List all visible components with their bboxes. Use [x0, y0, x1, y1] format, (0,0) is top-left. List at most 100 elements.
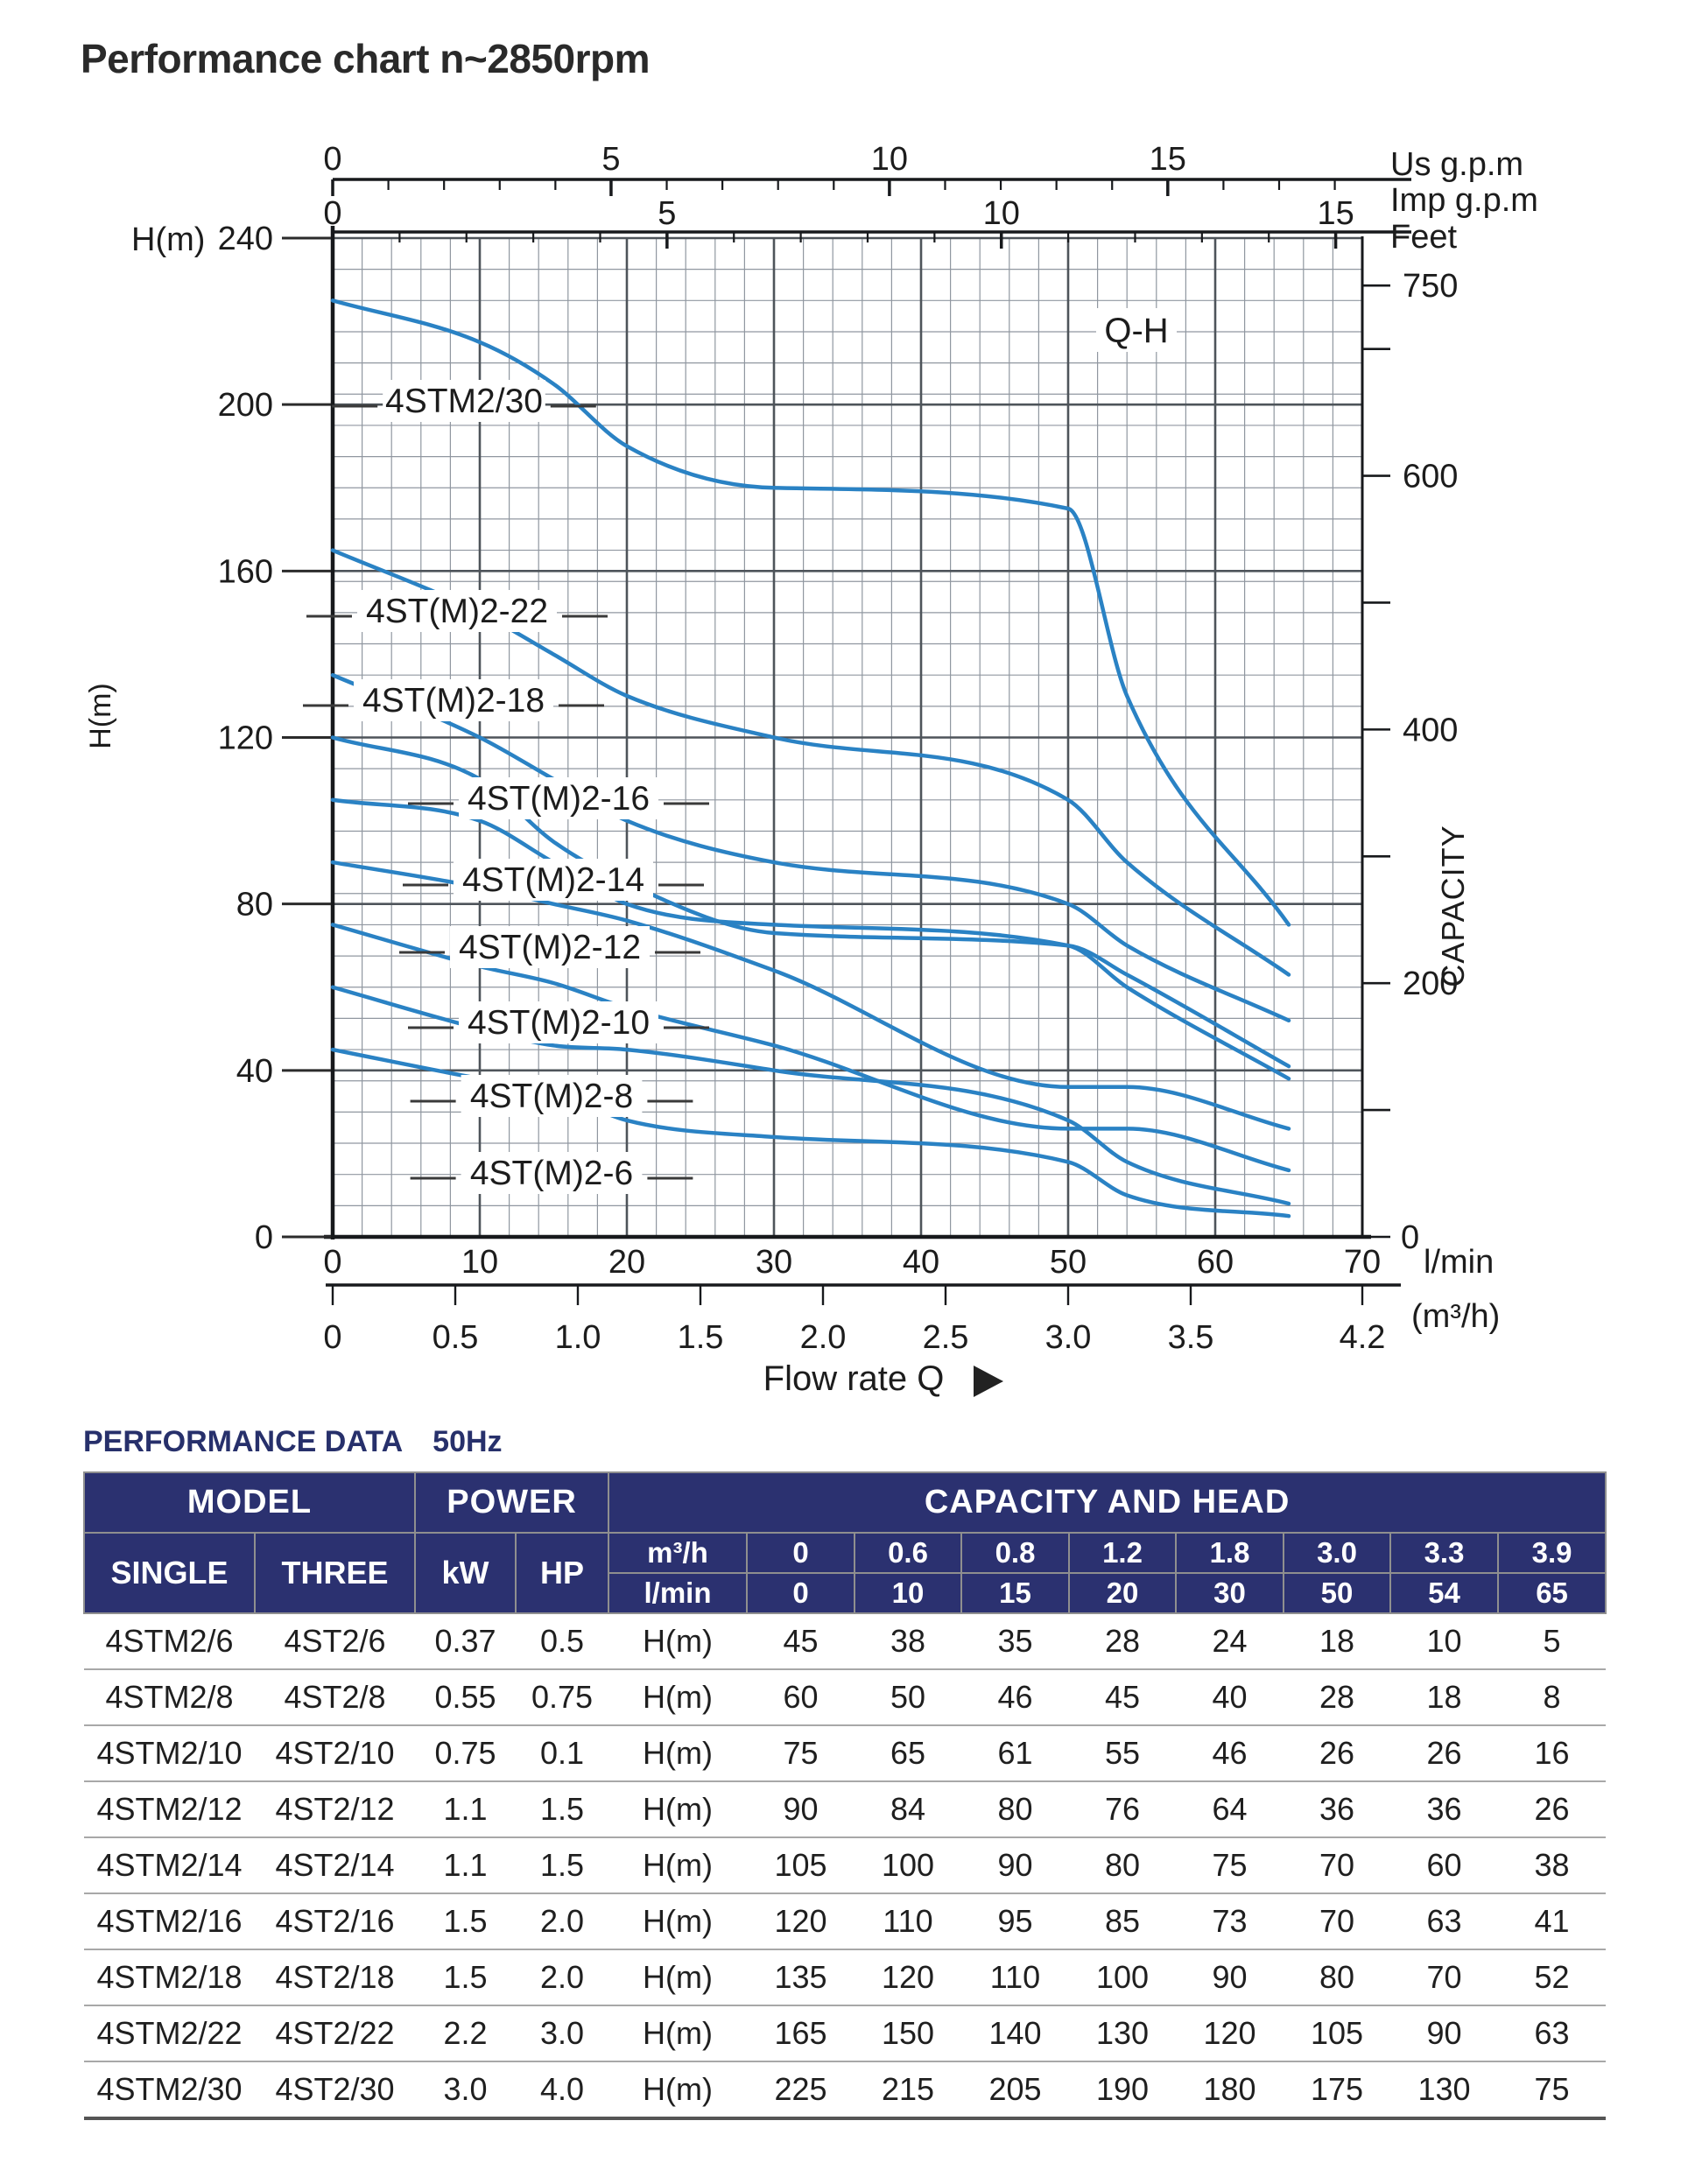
svg-text:80: 80 — [236, 887, 273, 923]
cell-head-3: 100 — [1069, 1949, 1176, 2006]
curve-labels: 4ST(M)2-6 4ST(M)2-8 4ST(M)2-10 4ST(M)2-12 4S… — [303, 380, 709, 1194]
cell-head-0: 75 — [747, 1725, 855, 1782]
header-lmin-value-4: 30 — [1175, 1572, 1284, 1614]
svg-text:1.5: 1.5 — [678, 1319, 724, 1356]
cell-head-3: 55 — [1069, 1725, 1176, 1782]
header-m3h-value-2: 0.8 — [960, 1532, 1070, 1574]
svg-text:0: 0 — [255, 1219, 273, 1256]
header-m3h-value-6: 3.3 — [1389, 1532, 1499, 1574]
cell-head-7: 63 — [1498, 2005, 1607, 2062]
cell-head-0: 165 — [747, 2005, 855, 2062]
cell-model-three: 4ST2/6 — [255, 1613, 415, 1670]
curve-label-4STM2/30: 4STM2/30 — [385, 383, 543, 420]
axis-us-gpm: 0 5 10 15 Us g.p.m — [323, 141, 1523, 196]
cell-head-6: 36 — [1390, 1781, 1498, 1838]
cell-head-7: 75 — [1498, 2061, 1607, 2120]
header-m3h-value-3: 1.2 — [1068, 1532, 1177, 1574]
cell-head-0: 135 — [747, 1949, 855, 2006]
cell-head-5: 175 — [1284, 2061, 1390, 2120]
header-lmin-value-1: 10 — [854, 1572, 962, 1614]
header-lmin-value-3: 20 — [1068, 1572, 1177, 1614]
table-row: 4STM2/16 4ST2/16 1.5 2.0 H(m) 120 110 95 85 73 70 6… — [84, 1893, 1607, 1950]
cell-model-single: 4STM2/30 — [84, 2061, 255, 2120]
svg-text:30: 30 — [756, 1244, 792, 1281]
axis-imp-gpm: 0 5 10 15 Imp g.p.m — [323, 182, 1538, 249]
cell-head-2: 46 — [961, 1669, 1069, 1726]
cell-hp: 3.0 — [516, 2005, 608, 2062]
cell-model-single: 4STM2/18 — [84, 1949, 255, 2006]
header-three: THREE — [254, 1532, 416, 1614]
cell-head-1: 84 — [855, 1781, 961, 1838]
svg-text:20: 20 — [608, 1244, 645, 1281]
cell-head-6: 60 — [1390, 1837, 1498, 1894]
table-row: 4STM2/22 4ST2/22 2.2 3.0 H(m) 165 150 140 130 120… — [84, 2005, 1607, 2062]
cell-model-three: 4ST2/12 — [255, 1781, 415, 1838]
svg-text:40: 40 — [236, 1053, 273, 1090]
cell-unit: H(m) — [608, 2005, 747, 2062]
cell-model-single: 4STM2/16 — [84, 1893, 255, 1950]
cell-unit: H(m) — [608, 1893, 747, 1950]
svg-text:4.2: 4.2 — [1340, 1319, 1386, 1356]
cell-head-5: 70 — [1284, 1837, 1390, 1894]
cell-model-single: 4STM2/12 — [84, 1781, 255, 1838]
curve-4ST(M)2-18 — [330, 672, 1291, 1023]
cell-head-4: 90 — [1176, 1949, 1284, 2006]
cell-model-three: 4ST2/14 — [255, 1837, 415, 1894]
cell-hp: 1.5 — [516, 1781, 608, 1838]
cell-head-4: 180 — [1176, 2061, 1284, 2120]
svg-text:(m³/h): (m³/h) — [1411, 1298, 1500, 1335]
cell-model-three: 4ST2/8 — [255, 1669, 415, 1726]
header-lmin-value-7: 65 — [1496, 1572, 1607, 1614]
cell-head-2: 90 — [961, 1837, 1069, 1894]
cell-model-single: 4STM2/6 — [84, 1613, 255, 1670]
cell-kw: 2.2 — [415, 2005, 516, 2062]
cell-hp: 0.1 — [516, 1725, 608, 1782]
cell-head-1: 120 — [855, 1949, 961, 2006]
header-model: MODEL — [83, 1471, 416, 1534]
svg-text:0: 0 — [323, 1319, 341, 1356]
cell-model-single: 4STM2/14 — [84, 1837, 255, 1894]
cell-kw: 0.75 — [415, 1725, 516, 1782]
cell-head-2: 140 — [961, 2005, 1069, 2062]
cell-head-6: 10 — [1390, 1613, 1498, 1670]
svg-text:CAPACITY: CAPACITY — [1435, 825, 1471, 987]
cell-head-7: 41 — [1498, 1893, 1607, 1950]
cell-unit: H(m) — [608, 1949, 747, 2006]
curve-label-4ST(M)2-6: 4ST(M)2-6 — [470, 1155, 633, 1192]
svg-text:H(m): H(m) — [131, 221, 205, 258]
cell-head-5: 28 — [1284, 1669, 1390, 1726]
header-m3h-value-4: 1.8 — [1175, 1532, 1284, 1574]
header-m3h-value-0: 0 — [746, 1532, 855, 1574]
cell-model-three: 4ST2/18 — [255, 1949, 415, 2006]
cell-kw: 1.1 — [415, 1837, 516, 1894]
cell-head-2: 110 — [961, 1949, 1069, 2006]
curve-label-4ST(M)2-10: 4ST(M)2-10 — [468, 1004, 650, 1042]
cell-head-4: 24 — [1176, 1613, 1284, 1670]
flow-direction-arrow-icon — [974, 1366, 1003, 1397]
svg-text:3.5: 3.5 — [1168, 1319, 1214, 1356]
cell-head-5: 36 — [1284, 1781, 1390, 1838]
cell-head-4: 73 — [1176, 1893, 1284, 1950]
curve-label-4ST(M)2-22: 4ST(M)2-22 — [366, 593, 548, 630]
cell-unit: H(m) — [608, 1613, 747, 1670]
qh-performance-chart: 0 5 10 15 Us g.p.m0 5 10 15 Imp g.p.mFeet2004006… — [84, 141, 1538, 1398]
cell-head-3: 45 — [1069, 1669, 1176, 1726]
svg-text:200: 200 — [218, 387, 273, 424]
cell-model-single: 4STM2/10 — [84, 1725, 255, 1782]
header-lmin-value-6: 54 — [1389, 1572, 1499, 1614]
curve-label-4ST(M)2-18: 4ST(M)2-18 — [362, 682, 545, 720]
cell-head-4: 46 — [1176, 1725, 1284, 1782]
header-m3h-value-5: 3.0 — [1283, 1532, 1391, 1574]
cell-head-1: 215 — [855, 2061, 961, 2120]
cell-head-2: 80 — [961, 1781, 1069, 1838]
svg-text:10: 10 — [461, 1244, 498, 1281]
svg-text:Us g.p.m: Us g.p.m — [1390, 146, 1523, 183]
table-row: 4STM2/30 4ST2/30 3.0 4.0 H(m) 225 215 205 190 180… — [84, 2061, 1607, 2120]
flow-rate-label: Flow rate Q — [763, 1359, 1003, 1398]
cell-head-4: 40 — [1176, 1669, 1284, 1726]
svg-text:2.5: 2.5 — [923, 1319, 969, 1356]
cell-head-1: 110 — [855, 1893, 961, 1950]
cell-head-7: 26 — [1498, 1781, 1607, 1838]
svg-text:Imp g.p.m: Imp g.p.m — [1390, 182, 1538, 219]
